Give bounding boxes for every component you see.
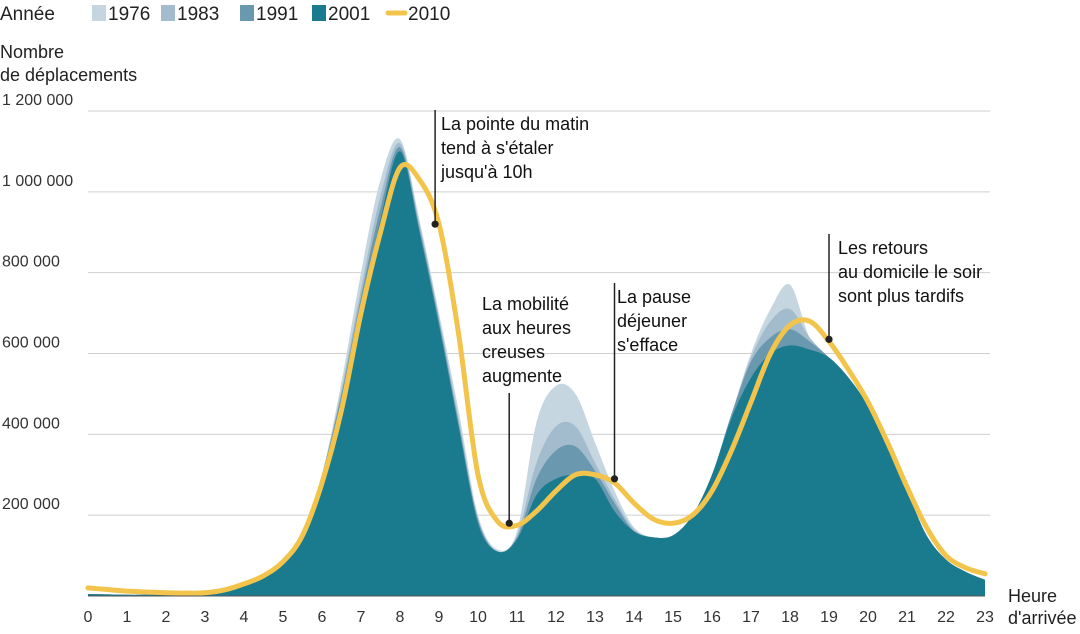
legend-title: Année <box>0 4 55 25</box>
annotation: La pointe du matin tend à s'étaler jusqu'à… <box>431 110 589 228</box>
legend-label: 1991 <box>256 4 298 25</box>
x-tick-label: 15 <box>664 609 682 626</box>
area-series-2001 <box>88 151 985 596</box>
annotation: La pause déjeuner s'efface <box>610 283 691 483</box>
legend: Année 1976 1983 1991 2001 2010 <box>0 4 450 25</box>
legend-label: 1983 <box>177 4 219 25</box>
x-tick-label: 7 <box>357 609 366 626</box>
x-axis-title-line-2: d'arrivée <box>1008 608 1076 628</box>
x-tick-label: 23 <box>976 609 994 626</box>
legend-item-2001: 2001 <box>312 4 370 25</box>
x-tick-label: 22 <box>937 609 955 626</box>
y-tick-label: 200 000 <box>2 496 60 513</box>
legend-label: 2001 <box>328 4 370 25</box>
x-tick-label: 8 <box>396 609 405 626</box>
x-tick-label: 19 <box>820 609 838 626</box>
legend-swatch <box>92 5 106 21</box>
y-axis-title: Nombre de déplacements <box>0 42 137 85</box>
x-axis-title: Heure d'arrivée <box>1008 586 1076 628</box>
x-tick-label: 16 <box>703 609 721 626</box>
x-tick-label: 17 <box>742 609 760 626</box>
legend-item-1976: 1976 <box>92 4 150 25</box>
annotation-text: déjeuner <box>617 311 687 331</box>
x-tick-label: 20 <box>859 609 877 626</box>
x-tick-label: 11 <box>509 609 526 626</box>
x-tick-label: 6 <box>318 609 327 626</box>
legend-swatch <box>240 5 254 21</box>
annotation-text: augmente <box>482 366 562 386</box>
x-tick-label: 3 <box>201 609 210 626</box>
annotation-text: tend à s'étaler <box>441 138 554 158</box>
x-tick-label: 4 <box>240 609 249 626</box>
annotation-dot <box>825 335 833 343</box>
x-tick-label: 9 <box>435 609 444 626</box>
annotation-text: La mobilité <box>482 294 569 314</box>
annotation-text: jusqu'à 10h <box>440 162 533 182</box>
annotation-text: La pause <box>617 287 691 307</box>
y-tick-label: 400 000 <box>2 415 60 432</box>
annotation-text: sont plus tardifs <box>838 286 964 306</box>
annotation: La mobilité aux heures creuses augmente <box>482 294 571 527</box>
y-axis-title-line-1: Nombre <box>0 42 64 62</box>
x-tick-label: 2 <box>162 609 171 626</box>
legend-swatch <box>312 5 326 21</box>
x-tick-label: 14 <box>625 609 643 626</box>
legend-swatch <box>161 5 175 21</box>
x-tick-label: 12 <box>547 609 565 626</box>
y-tick-label: 800 000 <box>2 254 60 271</box>
x-tick-label: 13 <box>586 609 604 626</box>
annotation-text: creuses <box>482 342 545 362</box>
x-tick-label: 0 <box>84 609 93 626</box>
annotation-dot <box>431 220 439 228</box>
x-tick-label: 1 <box>123 609 132 626</box>
annotation-dot <box>610 475 619 483</box>
y-tick-label: 1 200 000 <box>2 92 73 109</box>
x-tick-label: 18 <box>781 609 799 626</box>
annotation-dot <box>505 519 513 527</box>
x-tick-label: 5 <box>279 609 288 626</box>
legend-item-1983: 1983 <box>161 4 219 25</box>
annotation-text: Les retours <box>838 238 928 258</box>
y-tick-label: 1 000 000 <box>2 173 73 190</box>
area-layer <box>88 138 985 597</box>
annotation-layer: La pointe du matin tend à s'étaler jusqu'à… <box>431 110 982 527</box>
y-axis-title-line-2: de déplacements <box>0 65 137 85</box>
annotation-text: au domicile le soir <box>838 262 982 282</box>
legend-item-1991: 1991 <box>240 4 298 25</box>
annotation: Les retours au domicile le soir sont plus … <box>825 234 982 343</box>
annotation-text: aux heures <box>482 318 571 338</box>
axis-layer: 200 000 400 000 600 000 800 000 1 000 000 1 2… <box>2 92 994 626</box>
legend-item-2010: 2010 <box>385 4 450 25</box>
x-tick-label: 10 <box>469 609 487 626</box>
annotation-text: s'efface <box>617 335 678 355</box>
annotation-text: La pointe du matin <box>441 114 589 134</box>
y-tick-label: 600 000 <box>2 335 60 352</box>
legend-label: 2010 <box>408 4 450 25</box>
x-axis-title-line-1: Heure <box>1008 586 1057 606</box>
legend-label: 1976 <box>108 4 150 25</box>
x-tick-label: 21 <box>898 609 916 626</box>
